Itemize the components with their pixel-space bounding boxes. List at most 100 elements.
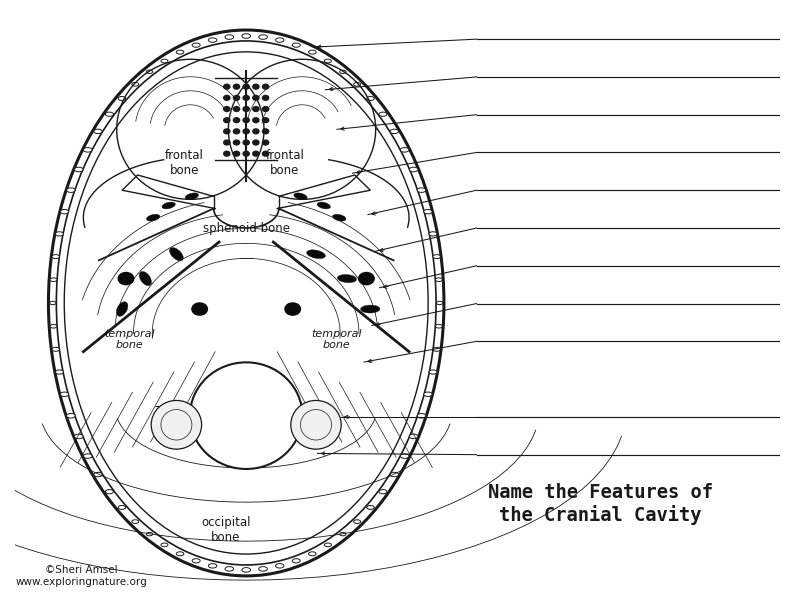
Circle shape: [223, 118, 230, 122]
Circle shape: [234, 151, 240, 156]
Circle shape: [223, 84, 230, 89]
Circle shape: [243, 95, 249, 100]
Ellipse shape: [131, 520, 139, 523]
Text: frontal
bone: frontal bone: [265, 149, 304, 177]
Circle shape: [262, 151, 268, 156]
Ellipse shape: [379, 112, 387, 116]
Ellipse shape: [259, 567, 268, 571]
Ellipse shape: [131, 83, 139, 86]
Ellipse shape: [67, 414, 75, 418]
Ellipse shape: [83, 147, 92, 152]
Ellipse shape: [276, 38, 284, 42]
Ellipse shape: [52, 348, 59, 351]
Circle shape: [243, 106, 249, 111]
Ellipse shape: [93, 129, 102, 133]
Ellipse shape: [367, 97, 375, 100]
Text: Name the Features of
the Cranial Cavity: Name the Features of the Cranial Cavity: [488, 483, 713, 525]
Ellipse shape: [147, 532, 153, 536]
Ellipse shape: [55, 370, 63, 374]
Circle shape: [359, 272, 374, 285]
Circle shape: [234, 106, 240, 111]
Ellipse shape: [190, 362, 303, 469]
Ellipse shape: [291, 400, 341, 449]
Circle shape: [262, 106, 268, 111]
Circle shape: [223, 129, 230, 134]
Ellipse shape: [161, 543, 168, 547]
Circle shape: [223, 151, 230, 156]
Ellipse shape: [50, 278, 57, 282]
Circle shape: [243, 140, 249, 145]
Text: sphenoid bone: sphenoid bone: [203, 222, 290, 234]
Text: temporal
bone: temporal bone: [311, 329, 362, 350]
Ellipse shape: [433, 348, 440, 351]
Ellipse shape: [208, 564, 217, 568]
Ellipse shape: [360, 305, 380, 313]
Ellipse shape: [436, 324, 443, 328]
Ellipse shape: [242, 34, 250, 39]
Ellipse shape: [337, 275, 356, 283]
Ellipse shape: [367, 506, 375, 509]
Ellipse shape: [317, 202, 330, 209]
Circle shape: [234, 129, 240, 134]
Ellipse shape: [307, 250, 326, 259]
Ellipse shape: [147, 70, 153, 73]
Ellipse shape: [116, 302, 128, 316]
Ellipse shape: [390, 472, 398, 477]
Ellipse shape: [67, 188, 75, 192]
Ellipse shape: [185, 193, 199, 200]
Circle shape: [223, 95, 230, 100]
Ellipse shape: [208, 38, 217, 42]
Ellipse shape: [417, 188, 426, 192]
Ellipse shape: [177, 50, 184, 54]
Ellipse shape: [276, 564, 284, 568]
Ellipse shape: [225, 35, 234, 39]
Ellipse shape: [429, 232, 437, 236]
Ellipse shape: [390, 129, 398, 133]
Circle shape: [118, 272, 134, 285]
Circle shape: [262, 95, 268, 100]
Circle shape: [234, 140, 240, 145]
Circle shape: [262, 118, 268, 122]
Ellipse shape: [60, 392, 69, 397]
Ellipse shape: [192, 43, 200, 47]
Circle shape: [253, 95, 259, 100]
Ellipse shape: [161, 59, 168, 63]
Ellipse shape: [436, 278, 443, 282]
Ellipse shape: [340, 532, 346, 536]
Ellipse shape: [436, 301, 443, 305]
Circle shape: [234, 118, 240, 122]
Ellipse shape: [105, 112, 113, 116]
Ellipse shape: [379, 490, 387, 494]
Ellipse shape: [292, 559, 300, 563]
Ellipse shape: [139, 272, 151, 286]
Text: occipital
bone: occipital bone: [201, 516, 251, 544]
Circle shape: [253, 118, 259, 122]
Ellipse shape: [354, 83, 360, 86]
Ellipse shape: [105, 490, 113, 494]
Ellipse shape: [292, 43, 300, 47]
Circle shape: [234, 95, 240, 100]
Ellipse shape: [147, 214, 160, 221]
Circle shape: [262, 140, 268, 145]
Circle shape: [234, 84, 240, 89]
Ellipse shape: [325, 59, 331, 63]
Ellipse shape: [118, 506, 126, 509]
Ellipse shape: [340, 70, 346, 73]
Circle shape: [253, 140, 259, 145]
Ellipse shape: [52, 255, 59, 259]
Text: ©Sheri Amsel
www.exploringnature.org: ©Sheri Amsel www.exploringnature.org: [15, 565, 147, 587]
Ellipse shape: [409, 434, 418, 439]
Circle shape: [262, 84, 268, 89]
Circle shape: [262, 129, 268, 134]
Ellipse shape: [424, 209, 432, 214]
Ellipse shape: [409, 167, 418, 172]
Circle shape: [253, 151, 259, 156]
Ellipse shape: [417, 414, 426, 418]
Circle shape: [253, 129, 259, 134]
Circle shape: [192, 303, 208, 315]
Ellipse shape: [429, 370, 437, 374]
Ellipse shape: [400, 147, 409, 152]
Ellipse shape: [325, 543, 331, 547]
Ellipse shape: [354, 520, 360, 523]
Ellipse shape: [74, 167, 83, 172]
